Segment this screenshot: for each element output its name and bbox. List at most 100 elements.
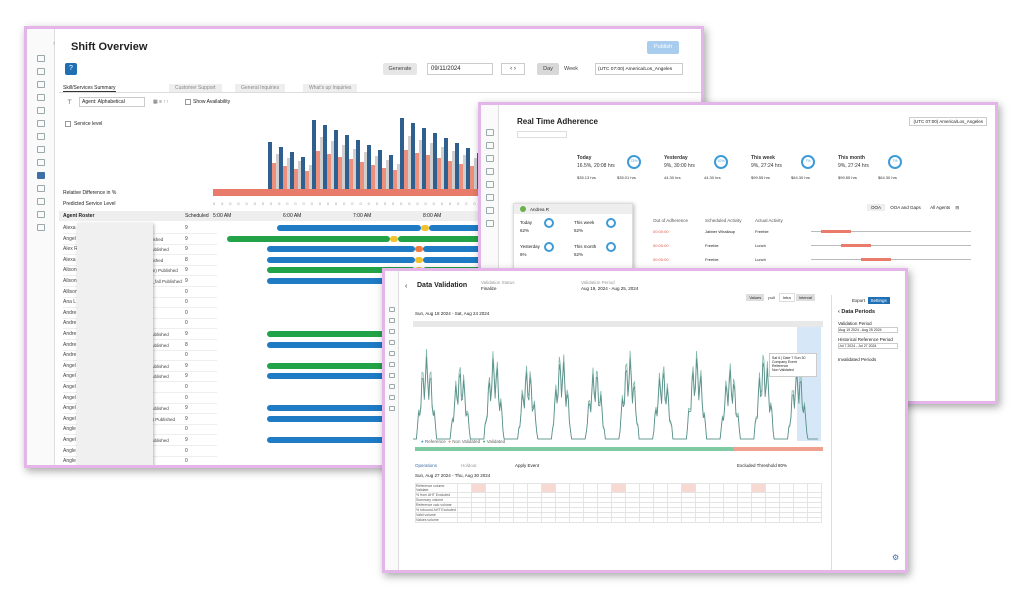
- table-cell[interactable]: [779, 517, 794, 523]
- table-cell[interactable]: [583, 483, 598, 493]
- filter-toggles[interactable]: OOA OOA and Gaps All Agents ⊟: [867, 204, 959, 211]
- table-cell[interactable]: [793, 483, 808, 493]
- break-segment[interactable]: [390, 235, 399, 242]
- generate-button[interactable]: Generate: [383, 63, 417, 75]
- table-cell[interactable]: [709, 517, 724, 523]
- day-toggle[interactable]: Day: [537, 63, 559, 75]
- table-cell[interactable]: [513, 517, 528, 523]
- nav-icon[interactable]: [485, 194, 494, 201]
- table-cell[interactable]: [695, 483, 710, 493]
- table-cell[interactable]: [597, 517, 612, 523]
- table-cell[interactable]: [709, 483, 724, 493]
- table-cell[interactable]: [793, 517, 808, 523]
- nav-icon[interactable]: [485, 181, 494, 188]
- nav-icon[interactable]: [36, 172, 45, 179]
- shift-bar[interactable]: [267, 331, 416, 337]
- table-cell[interactable]: [667, 517, 682, 523]
- table-cell[interactable]: [737, 483, 752, 493]
- holdout-button[interactable]: Holdout: [461, 463, 477, 468]
- nav-icon[interactable]: [36, 81, 45, 88]
- agent-dropdown-overlay[interactable]: [77, 223, 153, 465]
- table-cell[interactable]: [653, 517, 668, 523]
- tab-skill-summary[interactable]: Skill/Services Summary: [63, 85, 116, 92]
- break-segment[interactable]: [415, 256, 424, 263]
- publish-button[interactable]: Publish: [647, 41, 679, 54]
- nav-icon[interactable]: [485, 220, 494, 227]
- shift-bar[interactable]: [267, 437, 416, 443]
- table-cell[interactable]: [723, 517, 738, 523]
- nav-icon[interactable]: [36, 198, 45, 205]
- operations-menu[interactable]: Operations: [415, 463, 438, 468]
- table-cell[interactable]: [807, 517, 822, 523]
- shift-bar[interactable]: [227, 235, 391, 242]
- service-level-checkbox[interactable]: [65, 121, 71, 127]
- timezone-select[interactable]: (UTC 07:00) America/Los_Angeles: [595, 63, 683, 75]
- nav-icon[interactable]: [388, 384, 395, 389]
- nav-icon[interactable]: [388, 340, 395, 345]
- agent-row[interactable]: Anny 0: [63, 467, 217, 468]
- nav-icon[interactable]: [36, 107, 45, 114]
- nav-icon[interactable]: [485, 142, 494, 149]
- nav-icon[interactable]: [36, 146, 45, 153]
- nav-icon[interactable]: [36, 211, 45, 218]
- nav-icon[interactable]: [36, 133, 45, 140]
- shift-bar[interactable]: [267, 341, 416, 348]
- shift-bar[interactable]: [267, 415, 416, 422]
- week-toggle[interactable]: Week: [560, 63, 582, 75]
- table-cell[interactable]: [695, 517, 710, 523]
- nav-icon[interactable]: [485, 155, 494, 162]
- table-cell[interactable]: [681, 517, 696, 523]
- table-cell[interactable]: [653, 483, 668, 493]
- table-cell[interactable]: [807, 483, 822, 493]
- table-cell[interactable]: [555, 483, 570, 493]
- table-cell[interactable]: [765, 517, 780, 523]
- nav-icon[interactable]: [388, 406, 395, 411]
- settings-icon[interactable]: ⚙: [892, 553, 900, 562]
- shift-bar[interactable]: [277, 225, 422, 231]
- table-cell[interactable]: [611, 517, 626, 523]
- shift-bar[interactable]: [267, 256, 416, 263]
- table-cell[interactable]: [639, 517, 654, 523]
- tab-general-inquiries[interactable]: General Inquiries: [235, 84, 286, 92]
- sort-select[interactable]: Agent: Alphabetical: [79, 97, 145, 107]
- filter-icon[interactable]: ⊤: [67, 100, 73, 106]
- apply-event-button[interactable]: Apply Event: [515, 463, 540, 468]
- tab-whatsup-inquiries[interactable]: What's up Inquiries: [303, 84, 358, 92]
- nav-icon[interactable]: [36, 185, 45, 192]
- nav-icon[interactable]: [388, 395, 395, 400]
- nav-icon[interactable]: [485, 129, 494, 136]
- nav-icon[interactable]: [388, 318, 395, 323]
- table-cell[interactable]: [751, 517, 766, 523]
- table-cell[interactable]: [513, 483, 528, 493]
- nav-icon[interactable]: [388, 373, 395, 378]
- search-select[interactable]: [517, 131, 567, 138]
- table-cell[interactable]: [527, 517, 542, 523]
- table-cell[interactable]: [569, 517, 584, 523]
- help-icon[interactable]: ?: [65, 63, 77, 75]
- table-cell[interactable]: [751, 483, 766, 493]
- date-nav-arrows[interactable]: ‹ ›: [501, 63, 525, 75]
- table-cell[interactable]: [779, 483, 794, 493]
- nav-icon[interactable]: [388, 351, 395, 356]
- agent-row[interactable]: Angle 0: [63, 456, 217, 465]
- table-cell[interactable]: [639, 483, 654, 493]
- break-segment[interactable]: [421, 225, 430, 231]
- shift-bar[interactable]: [267, 267, 416, 274]
- nav-icon[interactable]: [36, 68, 45, 75]
- table-cell[interactable]: [555, 517, 570, 523]
- table-cell[interactable]: [485, 483, 500, 493]
- table-cell[interactable]: [737, 517, 752, 523]
- table-cell[interactable]: [569, 483, 584, 493]
- shift-bar[interactable]: [267, 278, 416, 284]
- view-buttons[interactable]: Values pull Intra Interval: [746, 293, 815, 302]
- table-cell[interactable]: [597, 483, 612, 493]
- nav-icon[interactable]: [388, 362, 395, 367]
- shift-bar[interactable]: [267, 246, 416, 253]
- table-cell[interactable]: [583, 517, 598, 523]
- shift-bar[interactable]: [267, 373, 416, 380]
- table-cell[interactable]: [541, 517, 556, 523]
- nav-icon[interactable]: [388, 329, 395, 334]
- break-segment[interactable]: [415, 246, 424, 253]
- table-cell[interactable]: [611, 483, 626, 493]
- nav-icon[interactable]: [36, 94, 45, 101]
